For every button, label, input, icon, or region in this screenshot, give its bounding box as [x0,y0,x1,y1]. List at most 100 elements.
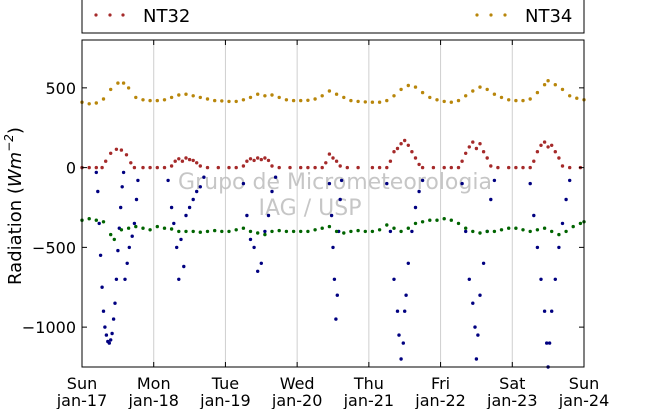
data-point [349,229,353,234]
data-point [216,165,220,170]
data-point [177,229,181,234]
data-point [560,221,565,226]
data-point [191,197,195,202]
data-point [467,277,471,281]
data-point [392,94,396,98]
data-point [575,96,579,100]
data-point [126,226,131,230]
data-point [499,95,504,100]
data-point [420,178,425,183]
data-point [528,165,532,170]
data-point [578,221,583,226]
y-axis-label-prefix: Radiation ( [5,187,26,285]
data-point [109,151,113,155]
data-point [263,229,267,234]
data-point [481,261,486,265]
data-point [110,331,114,336]
data-point [327,181,332,186]
data-point [514,98,518,103]
data-point [126,86,131,90]
data-point [329,213,334,218]
data-point [198,185,202,189]
data-point [136,178,140,183]
data-point [306,165,310,170]
data-point [420,90,425,95]
data-point [277,95,281,100]
data-point [148,165,152,170]
data-point [464,226,468,230]
data-point [177,157,181,161]
y-axis-label-exponent: −2 [2,134,16,152]
data-point [284,98,289,102]
data-point [162,226,167,230]
x-tick-label-date: jan-18 [127,391,179,409]
data-point [299,98,303,103]
data-point [184,213,188,218]
data-point [476,333,480,337]
x-tick-label-date: jan-17 [56,391,108,409]
data-point [104,333,109,337]
data-point [334,92,339,96]
legend-marker-nt34 [475,13,479,17]
data-point [291,98,296,103]
data-point [101,97,106,101]
data-point [349,98,353,103]
data-point [270,93,274,97]
data-point [392,226,396,230]
data-point [245,213,249,218]
data-point [507,226,511,230]
data-point [180,159,185,163]
data-point [116,248,120,253]
y-tick-label: 500 [45,79,76,98]
data-point [195,189,199,194]
x-tick-label-day: Sat [499,374,525,393]
data-point [464,94,468,98]
data-point [377,228,382,232]
x-tick-label-date: jan-19 [199,391,251,409]
data-point [550,229,554,234]
data-point [473,325,477,329]
data-point [191,94,195,98]
watermark-line-2: IAG / USP [259,196,362,221]
data-point [542,309,547,313]
data-point [464,151,468,155]
legend-marker-nt32 [108,13,112,17]
y-tick-label: −500 [32,238,76,257]
legend-label-nt32: NT32 [143,6,190,27]
data-point [202,175,206,179]
data-point [338,164,342,168]
data-point [116,81,120,85]
data-point [449,100,453,104]
x-tick-label-day: Tue [211,374,239,393]
legend-entry-nt32: NT32 [94,6,190,27]
series-nt34 [80,79,586,106]
data-point [417,189,421,194]
x-tick-label-date: jan-21 [343,391,395,409]
data-point [485,87,489,92]
data-point [557,232,561,237]
data-point [155,98,159,103]
data-point [191,158,195,163]
data-point [123,277,127,281]
data-point [205,97,210,101]
data-point [148,228,152,232]
x-tick-label-date: jan-24 [558,391,610,409]
x-tick-label-day: Sun [569,374,599,393]
data-point [132,165,137,170]
data-point [542,226,547,230]
data-point [198,230,202,234]
data-point [331,245,335,250]
data-point [553,150,557,154]
data-point [557,156,561,160]
data-point [277,228,281,233]
data-point [134,197,139,202]
data-point [489,197,493,202]
legend [81,0,585,34]
data-point [173,159,177,163]
data-point [492,178,497,183]
data-point [546,79,550,83]
data-point [542,140,547,144]
data-point [124,153,129,157]
data-point [478,85,482,89]
data-point [406,143,410,147]
